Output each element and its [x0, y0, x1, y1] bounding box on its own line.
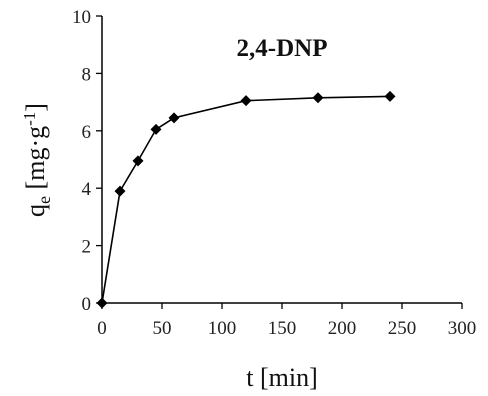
y-tick-label: 0 [82, 294, 92, 315]
data-point [240, 95, 252, 107]
y-tick-label: 8 [82, 64, 92, 85]
data-point [150, 123, 162, 135]
y-axis-title-unit: [mg·g [21, 126, 50, 196]
x-tick-label: 100 [208, 318, 237, 339]
data-point [384, 90, 396, 102]
data-point [96, 297, 108, 309]
y-tick-label: 6 [82, 122, 92, 143]
x-axis-title: t [min] [246, 363, 318, 392]
chart-title: 2,4-DNP [237, 35, 328, 62]
x-tick-label: 200 [328, 318, 357, 339]
data-point [132, 155, 144, 167]
y-axis-title-base: q [21, 204, 50, 217]
y-axis-title-subscript: e [34, 196, 54, 204]
x-tick-label: 150 [268, 318, 297, 339]
data-point [114, 185, 126, 197]
y-tick-label: 10 [72, 7, 91, 28]
x-tick-label: 300 [448, 318, 477, 339]
y-axis-title-exponent: -1 [20, 112, 39, 126]
y-tick-label: 2 [82, 237, 92, 258]
y-axis-title-close: ] [21, 103, 50, 112]
data-point [312, 92, 324, 104]
x-tick-label: 0 [97, 318, 107, 339]
data-point [168, 112, 180, 124]
x-tick-label: 250 [388, 318, 417, 339]
y-axis-title: qe [mg·g-1] [20, 103, 54, 217]
y-tick-label: 4 [82, 179, 92, 200]
series-line [101, 95, 391, 304]
plot-area: 0 50 100 150 200 250 300 0 2 4 6 8 10 [72, 7, 476, 339]
x-tick-label: 50 [153, 318, 172, 339]
